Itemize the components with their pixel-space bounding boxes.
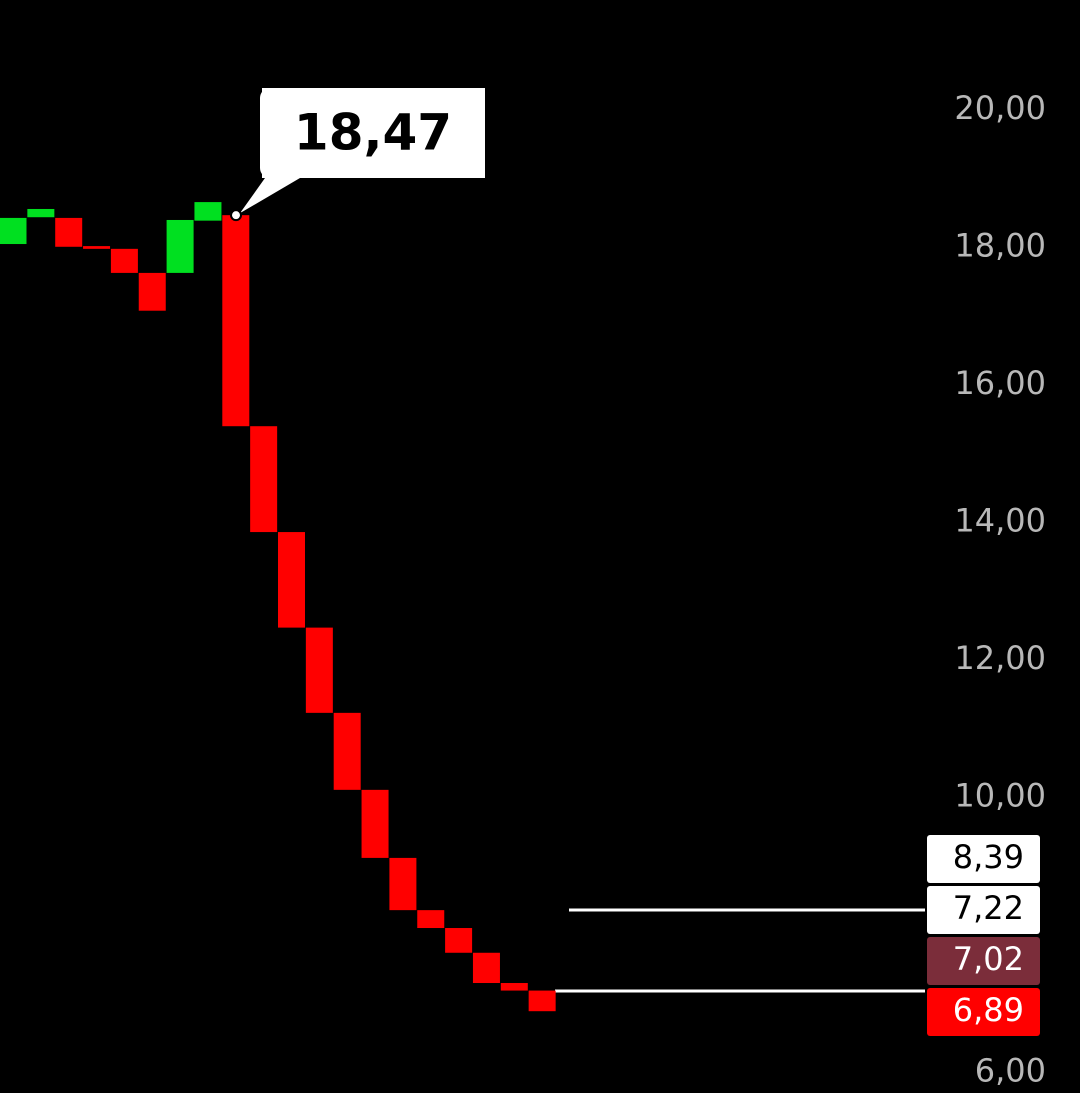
callout-label: 18,47	[294, 104, 452, 162]
candle	[27, 208, 55, 218]
callout-point	[230, 209, 242, 222]
candle	[250, 426, 278, 533]
candle	[278, 532, 305, 628]
price-label-box	[927, 937, 1040, 985]
candle	[305, 627, 333, 713]
candle	[83, 246, 111, 249]
price-label-box	[927, 835, 1040, 883]
y-tick-label: 18,00	[954, 226, 1046, 264]
y-tick-label: 6,00	[975, 1051, 1046, 1089]
candle	[55, 217, 83, 247]
candle	[110, 248, 138, 273]
candle	[333, 712, 361, 790]
candle	[222, 215, 250, 427]
y-tick-label: 16,00	[954, 364, 1046, 402]
y-tick-label: 14,00	[954, 501, 1046, 539]
callout-bg	[260, 88, 485, 178]
price-label: 8,39	[953, 838, 1024, 876]
y-tick-label: 20,00	[954, 89, 1046, 127]
candle	[472, 952, 500, 984]
price-label: 7,22	[953, 889, 1024, 927]
candle	[194, 202, 222, 221]
candle	[361, 789, 389, 858]
candle	[0, 217, 27, 245]
candle	[166, 219, 194, 273]
candle	[500, 983, 528, 991]
candle	[445, 928, 473, 953]
candle	[417, 910, 445, 929]
price-label: 7,02	[953, 940, 1024, 978]
y-tick-label: 12,00	[954, 639, 1046, 677]
price-label-box	[927, 988, 1040, 1036]
price-label: 6,89	[953, 991, 1024, 1029]
y-tick-label: 10,00	[954, 776, 1046, 814]
candle	[528, 990, 556, 1012]
candle	[138, 272, 166, 311]
candle	[389, 857, 417, 911]
price-label-box	[927, 886, 1040, 934]
